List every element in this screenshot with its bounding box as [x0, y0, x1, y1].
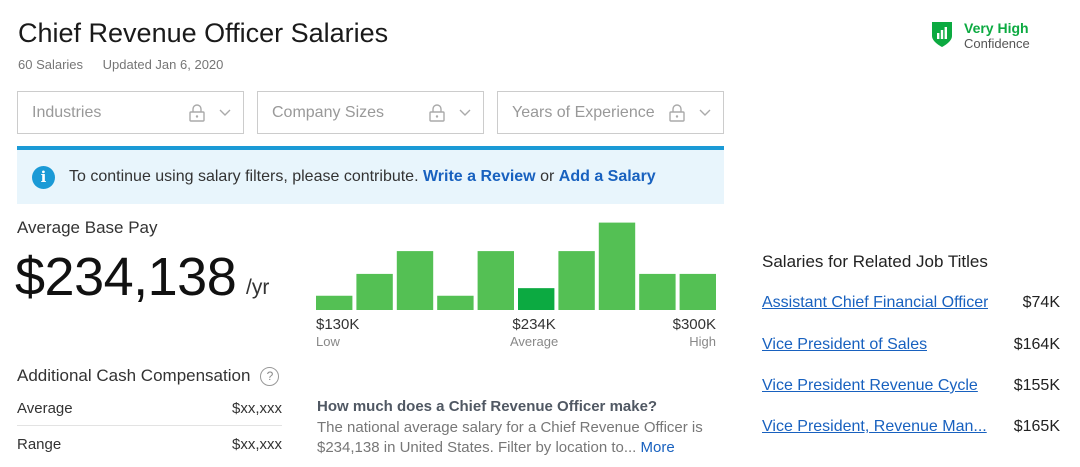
contribute-banner: i To continue using salary filters, plea… [17, 146, 724, 204]
related-item-value: $155K [1013, 377, 1060, 394]
filter-label: Years of Experience [512, 103, 655, 121]
related-item: Assistant Chief Financial Officer $74K [762, 294, 1060, 312]
average-base-pay-unit: /yr [246, 276, 270, 299]
axis-high-label: High [689, 334, 716, 349]
cash-row-value: $xx,xxx [231, 400, 282, 417]
additional-cash-label: Additional Cash Compensation [17, 366, 251, 385]
histogram-bar [437, 295, 474, 310]
lock-icon [429, 103, 445, 122]
filter-label: Company Sizes [272, 103, 385, 121]
filter-years-of-experience[interactable]: Years of Experience [497, 91, 724, 134]
histogram-bar [679, 273, 716, 310]
axis-low-label: Low [316, 334, 340, 349]
related-item-link[interactable]: Vice President of Sales [762, 336, 928, 353]
axis-average: $234K Average [510, 316, 558, 350]
faq-question: How much does a Chief Revenue Officer ma… [317, 398, 658, 415]
cash-row-range: Range $xx,xxx [17, 436, 282, 461]
faq-more-link[interactable]: More [640, 439, 675, 456]
confidence-badge: Very High Confidence [930, 20, 1030, 52]
shield-chart-icon [932, 22, 952, 47]
filter-industries[interactable]: Industries [17, 91, 244, 134]
axis-avg-value: $234K [512, 316, 556, 333]
related-item: Vice President Revenue Cycle $155K [762, 377, 1060, 395]
average-base-pay-label: Average Base Pay [17, 218, 158, 237]
write-review-link[interactable]: Write a Review [422, 168, 536, 185]
axis-high: $300K High [673, 316, 716, 350]
additional-cash-title: Additional Cash Compensation ? [17, 366, 280, 386]
faq-answer: The national average salary for a Chief … [317, 418, 712, 458]
axis-low-value: $130K [316, 316, 360, 333]
axis-low: $130K Low [316, 316, 359, 350]
banner-message: To continue using salary filters, please… [69, 168, 419, 185]
related-item-link[interactable]: Vice President, Revenue Man... [762, 418, 987, 435]
cash-row-label: Average [17, 400, 73, 417]
histogram-bar [598, 222, 636, 310]
info-icon: i [32, 165, 55, 189]
chevron-down-icon [699, 109, 711, 116]
filter-bar: Industries Company Sizes Years of Experi… [17, 91, 724, 134]
cash-row-label: Range [17, 436, 62, 453]
confidence-level: Very High [964, 20, 1029, 36]
histogram-bar [639, 273, 676, 310]
confidence-label: Confidence [964, 36, 1030, 51]
histogram-bar [356, 273, 393, 310]
related-item-value: $165K [1013, 418, 1060, 435]
histogram-bar [396, 251, 434, 310]
related-item-link[interactable]: Assistant Chief Financial Officer [762, 294, 989, 311]
banner-or: or [540, 168, 555, 185]
axis-high-value: $300K [672, 316, 716, 333]
related-item-value: $74K [1022, 294, 1060, 311]
axis-avg-label: Average [510, 334, 559, 349]
related-item: Vice President of Sales $164K [762, 336, 1060, 354]
histogram-bar-average [518, 288, 555, 310]
filter-company-sizes[interactable]: Company Sizes [257, 91, 484, 134]
faq-answer-text: The national average salary for a Chief … [317, 419, 703, 456]
chevron-down-icon [459, 109, 471, 116]
help-icon[interactable]: ? [260, 366, 280, 386]
average-base-pay-value: $234,138 [15, 247, 237, 307]
updated-date: Updated Jan 6, 2020 [102, 57, 224, 72]
add-salary-link[interactable]: Add a Salary [558, 168, 656, 185]
salary-histogram [316, 222, 716, 310]
lock-icon [669, 103, 685, 122]
page-meta: 60 Salaries Updated Jan 6, 2020 [18, 57, 223, 72]
cash-row-average: Average $xx,xxx [17, 400, 282, 426]
histogram-bar [558, 251, 595, 310]
histogram-bar [477, 251, 514, 310]
related-titles-heading: Salaries for Related Job Titles [762, 252, 988, 271]
page-title: Chief Revenue Officer Salaries [18, 18, 389, 48]
related-item: Vice President, Revenue Man... $165K [762, 418, 1060, 436]
cash-row-value: $xx,xxx [231, 436, 282, 453]
related-item-link[interactable]: Vice President Revenue Cycle [762, 377, 978, 394]
related-item-value: $164K [1013, 336, 1060, 353]
banner-text: To continue using salary filters, please… [69, 168, 656, 186]
histogram-bar [316, 295, 353, 310]
lock-icon [189, 103, 205, 122]
histogram-axis: $130K Low $234K Average $300K High [316, 316, 716, 350]
salary-faq: How much does a Chief Revenue Officer ma… [317, 398, 712, 458]
salary-count: 60 Salaries [18, 57, 84, 72]
chevron-down-icon [219, 109, 231, 116]
filter-label: Industries [32, 103, 102, 121]
